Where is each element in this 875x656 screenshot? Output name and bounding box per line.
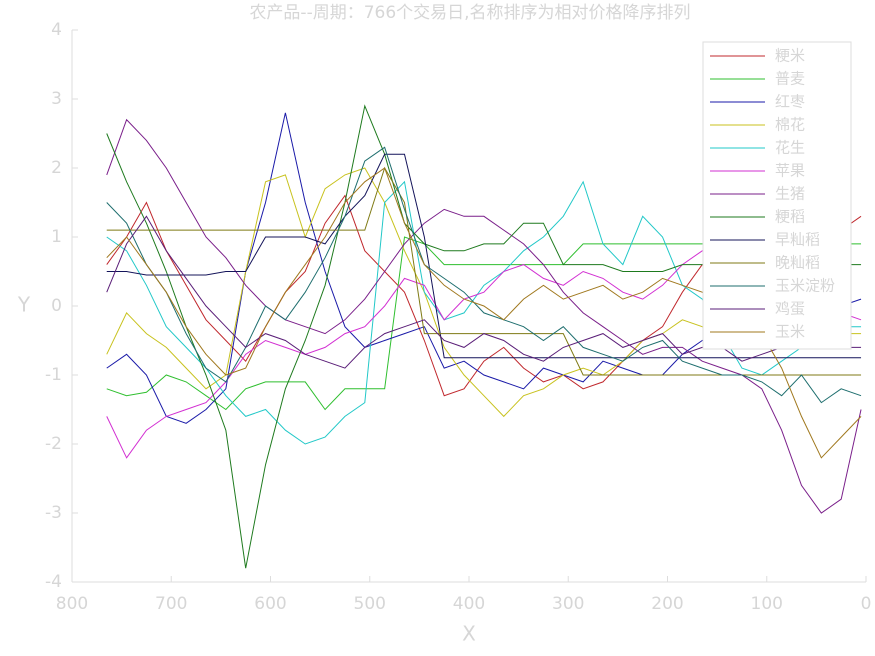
legend-label: 早籼稻 (775, 231, 820, 249)
x-tick-label: 500 (354, 594, 386, 614)
x-tick-label: 0 (861, 594, 872, 614)
legend-label: 鸡蛋 (775, 300, 805, 318)
x-tick-label: 700 (155, 594, 187, 614)
legend-box (702, 41, 852, 350)
series-line (106, 146, 862, 404)
x-tick-label: 100 (751, 594, 783, 614)
y-tick-label: -3 (45, 503, 62, 523)
legend-label: 玉米 (775, 323, 805, 341)
y-tick-label: 0 (51, 296, 62, 316)
legend-label: 花生 (775, 139, 805, 157)
legend-label: 玉米淀粉 (775, 277, 835, 295)
x-axis-label: X (462, 622, 476, 646)
y-tick-label: -1 (45, 365, 62, 385)
legend-label: 粳米 (775, 47, 805, 65)
y-tick-label: -4 (45, 572, 62, 592)
y-axis-label: Y (17, 293, 31, 317)
legend-label: 苹果 (775, 162, 805, 180)
legend-label: 棉花 (775, 116, 805, 134)
series-line (106, 153, 862, 359)
chart-title: 农产品--周期：766个交易日,名称排序为相对价格降序排列 (249, 3, 690, 23)
x-tick-label: 600 (254, 594, 286, 614)
legend-label: 生猪 (775, 185, 805, 203)
series-line (106, 118, 862, 514)
x-tick-label: 800 (56, 594, 88, 614)
y-tick-label: 2 (51, 158, 62, 178)
y-tick-label: 4 (51, 20, 62, 40)
x-tick-label: 300 (552, 594, 584, 614)
y-tick-label: 1 (51, 227, 62, 247)
legend-label: 粳稻 (775, 208, 805, 226)
legend-label: 红枣 (775, 93, 805, 111)
x-tick-label: 200 (651, 594, 683, 614)
legend-label: 晚籼稻 (775, 254, 820, 272)
legend-label: 普麦 (775, 70, 805, 88)
x-tick-label: 400 (453, 594, 485, 614)
y-tick-label: 3 (51, 89, 62, 109)
y-tick-label: -2 (45, 434, 62, 454)
series-line (106, 215, 862, 369)
